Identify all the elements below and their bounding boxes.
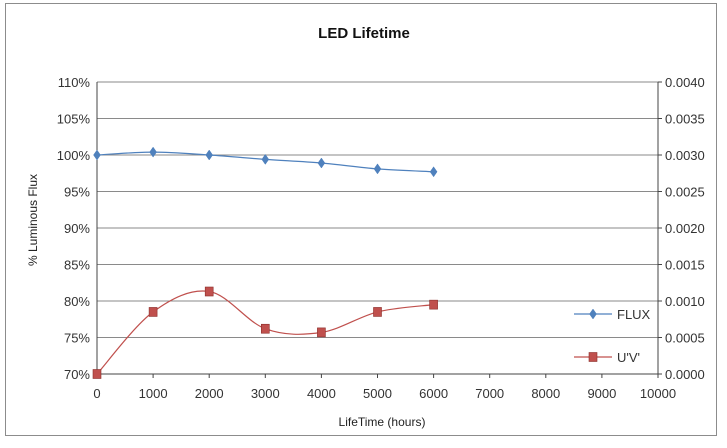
x-tick-label: 3000 <box>251 386 280 401</box>
flux-data-point <box>261 153 270 165</box>
flux-data-point <box>149 146 157 158</box>
y-tick-label: 80% <box>64 294 90 309</box>
x-tick-label: 0 <box>93 386 100 401</box>
y2-tick-label: 0.0020 <box>665 221 705 236</box>
axes: 70% 75% 80% 85% 90% 95% 100% 105% 110% 0.0000 0.00… <box>57 75 705 401</box>
y2-tick-label: 0.0030 <box>665 148 705 163</box>
uv-data-point <box>429 299 438 310</box>
x-tick-label: 10000 <box>640 386 676 401</box>
legend: FLUX U'V' <box>574 307 651 365</box>
uv-data-point <box>373 307 382 317</box>
y-tick-label: 110% <box>58 75 91 90</box>
x-tick-label: 9000 <box>587 386 616 401</box>
y-tick-label: 95% <box>64 185 90 200</box>
y-axis-title: % Luminous Flux <box>26 174 40 266</box>
uv-data-point <box>260 323 270 334</box>
flux-legend-label: FLUX <box>617 307 651 322</box>
flux-legend-marker <box>589 308 597 320</box>
x-tick-label: 6000 <box>419 386 448 401</box>
uv-data-point <box>92 369 102 379</box>
y-tick-label: 85% <box>64 258 90 273</box>
flux-data-point <box>205 149 214 161</box>
x-tick-label: 8000 <box>531 386 560 401</box>
y2-tick-label: 0.0025 <box>665 185 705 200</box>
uv-legend-label: U'V' <box>617 350 640 365</box>
uv-legend-marker <box>588 352 598 362</box>
x-tick-label: 2000 <box>195 386 224 401</box>
flux-data-point <box>373 163 382 175</box>
y-tick-label: 90% <box>64 221 90 236</box>
y2-tick-label: 0.0015 <box>665 258 705 273</box>
y2-tick-label: 0.0040 <box>665 75 705 90</box>
y2-tick-label: 0.0000 <box>665 367 705 382</box>
gridlines <box>97 81 658 375</box>
uv-data-point <box>148 307 158 317</box>
uv-data-point <box>317 327 326 338</box>
y-tick-label: 70% <box>64 367 90 382</box>
x-tick-label: 1000 <box>139 386 168 401</box>
y2-tick-label: 0.0010 <box>665 294 705 309</box>
flux-data-point <box>93 149 101 161</box>
chart-title: LED Lifetime <box>318 25 410 42</box>
x-tick-label: 7000 <box>475 386 504 401</box>
uv-data-point <box>204 286 214 297</box>
x-axis-title: LifeTime (hours) <box>339 415 426 429</box>
y2-tick-label: 0.0035 <box>665 112 705 127</box>
y-tick-label: 75% <box>64 331 90 346</box>
flux-data-point <box>429 166 438 178</box>
y-tick-label: 105% <box>57 112 91 127</box>
series-layer <box>92 146 438 379</box>
x-tick-label: 5000 <box>363 386 392 401</box>
y-tick-label: 100% <box>57 148 91 163</box>
flux-data-point <box>317 157 326 169</box>
chart-area <box>5 3 717 436</box>
y2-tick-label: 0.0005 <box>665 331 705 346</box>
x-tick-label: 4000 <box>307 386 336 401</box>
